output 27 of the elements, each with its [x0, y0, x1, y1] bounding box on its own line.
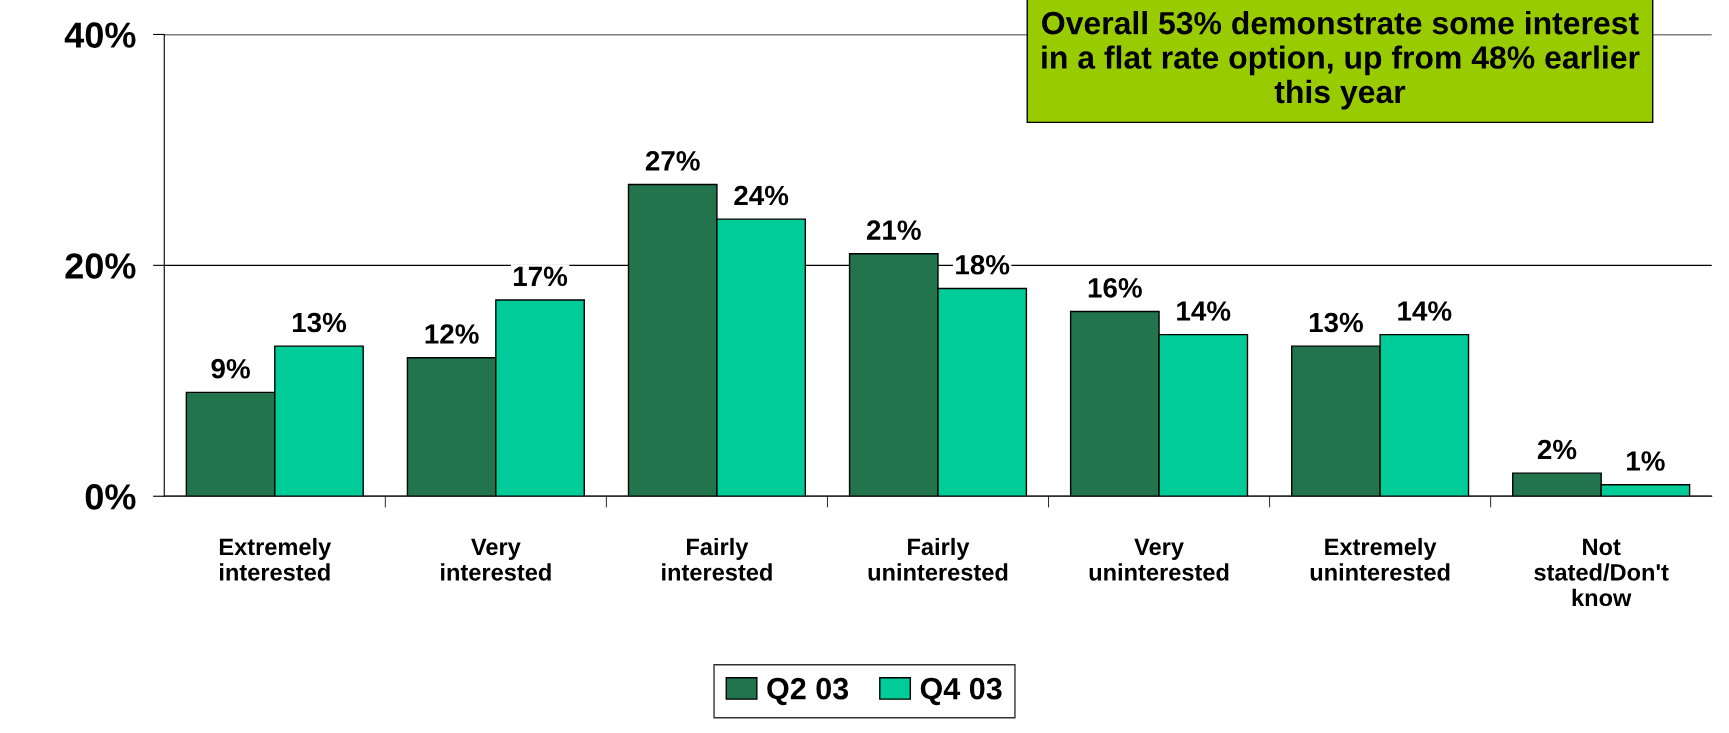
data-label: 13%: [292, 312, 347, 333]
data-label: 12%: [425, 324, 479, 344]
data-label: 2%: [1537, 439, 1577, 460]
data-label: 24%: [734, 185, 789, 206]
data-label: 14%: [1177, 301, 1231, 321]
data-label: 13%: [1309, 312, 1363, 333]
x-tick-label: Fairly interested: [662, 537, 772, 581]
data-label: 17%: [514, 266, 568, 287]
annotation: Overall 53% demonstrate some interest in a flat rate option, up from 48% earlier this year: [1042, 10, 1640, 110]
x-tick-label: Fairly uninterested: [868, 537, 1008, 581]
data-label: 14%: [1398, 301, 1452, 321]
x-tick-label: Very interested: [441, 538, 551, 581]
legend-label: Q2 03: [767, 677, 849, 706]
x-tick-label: Extremely uninterested: [1310, 537, 1450, 581]
data-label: 18%: [956, 254, 1010, 275]
data-label: 27%: [645, 151, 700, 171]
y-tick-label: 20%: [65, 253, 136, 279]
data-label: 21%: [866, 220, 921, 240]
data-label: 16%: [1088, 278, 1142, 298]
x-tick-label: Not stated/Don't know: [1534, 538, 1669, 607]
y-tick-label: 40%: [64, 22, 136, 48]
data-label: 1%: [1627, 451, 1665, 471]
x-tick-label: Very uninterested: [1089, 538, 1229, 581]
legend-label: Q4 03: [920, 677, 1002, 706]
x-tick-label: Extremely interested: [219, 537, 332, 581]
y-tick-label: 0%: [85, 484, 136, 510]
data-label: 9%: [211, 358, 250, 379]
